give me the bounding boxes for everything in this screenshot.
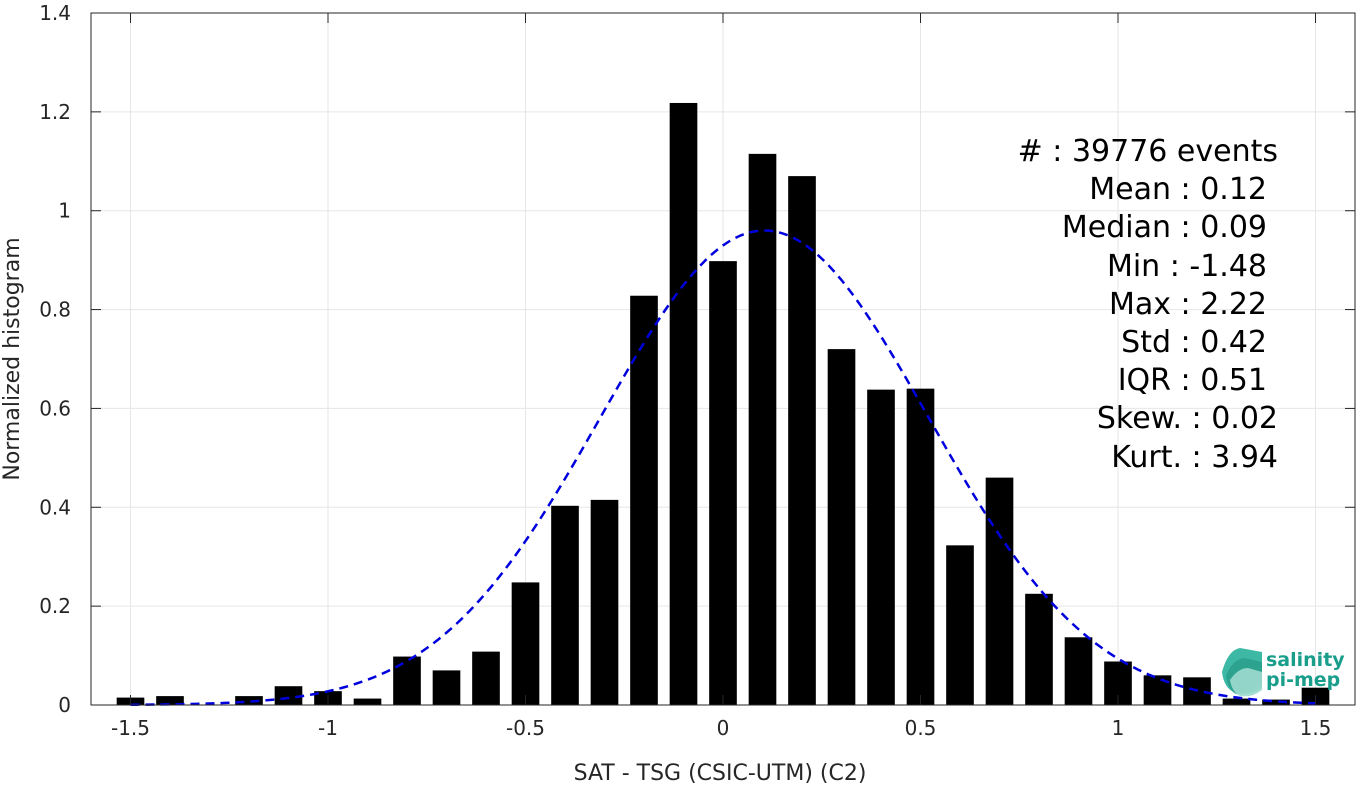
histogram-bar xyxy=(393,656,421,705)
y-axis-label: Normalized histogram xyxy=(0,237,25,480)
normal-fit-curve xyxy=(130,229,1316,706)
y-tick-label: 1 xyxy=(58,199,71,223)
x-tick-label: 0.5 xyxy=(905,716,937,740)
x-tick-label: -0.5 xyxy=(506,716,545,740)
y-tick-label: 0.2 xyxy=(39,594,71,618)
stats-max: Max : 2.22 xyxy=(1109,287,1267,322)
histogram-bar xyxy=(669,102,698,705)
stats-count: # : 39776 events xyxy=(1018,134,1278,169)
histogram-bar xyxy=(511,582,540,705)
logo-text-line1: salinity xyxy=(1266,649,1345,671)
histogram-bar xyxy=(156,696,184,705)
histogram-bar xyxy=(590,499,619,705)
histogram-bar xyxy=(353,698,382,705)
x-tick-label: -1 xyxy=(318,716,338,740)
salinity-pi-mep-logo: salinity pi-mep xyxy=(1222,648,1345,697)
x-tick-label: 0 xyxy=(717,716,730,740)
stats-min: Min : -1.48 xyxy=(1107,249,1267,284)
histogram-bar xyxy=(906,388,935,705)
y-tick-label: 0.4 xyxy=(39,495,71,519)
y-tick-label: 1.4 xyxy=(39,1,71,25)
histogram-bar xyxy=(432,670,461,705)
stats-median: Median : 0.09 xyxy=(1062,210,1267,245)
histogram-bar xyxy=(1222,698,1251,705)
histogram-bar xyxy=(867,389,895,705)
stats-std: Std : 0.42 xyxy=(1121,325,1267,360)
x-tick-label: 1 xyxy=(1112,716,1125,740)
y-tick-label: 0.8 xyxy=(39,298,71,322)
histogram-bar xyxy=(1262,699,1290,705)
wave-logo-icon xyxy=(1222,648,1262,697)
histogram-bar xyxy=(985,477,1014,705)
histogram-bar xyxy=(1025,593,1053,705)
histogram-bar xyxy=(1064,637,1093,705)
stats-kurt: Kurt. : 3.94 xyxy=(1111,440,1278,475)
stats-mean: Mean : 0.12 xyxy=(1089,172,1267,207)
histogram-bar xyxy=(630,295,658,705)
x-tick-label: -1.5 xyxy=(111,716,150,740)
statistics-box: # : 39776 events Mean : 0.12 Median : 0.… xyxy=(1018,134,1278,475)
y-tick-label: 0.6 xyxy=(39,396,71,420)
histogram-bar xyxy=(235,696,263,705)
y-tick-label: 1.2 xyxy=(39,100,71,124)
histogram-bar xyxy=(709,261,737,705)
histogram-bars xyxy=(116,102,1330,706)
x-tick-label: 1.5 xyxy=(1300,716,1332,740)
x-axis-label: SAT - TSG (CSIC-UTM) (C2) xyxy=(574,761,867,785)
y-tick-label: 0 xyxy=(58,693,71,717)
histogram-bar xyxy=(946,545,974,705)
histogram-bar xyxy=(274,686,303,705)
logo-text-line2: pi-mep xyxy=(1266,669,1340,691)
histogram-bar xyxy=(472,651,500,705)
axis-ticks: -1.5 -1 -0.5 0 0.5 1 1.5 0 0.2 0.4 0.6 0.8 1 1.2 1.4 xyxy=(39,1,1355,740)
histogram-bar xyxy=(1143,675,1172,705)
stats-iqr: IQR : 0.51 xyxy=(1118,363,1267,398)
histogram-bar xyxy=(788,176,816,706)
histogram-bar xyxy=(748,153,777,705)
stats-skew: Skew. : 0.02 xyxy=(1097,401,1278,436)
histogram-bar xyxy=(551,505,579,705)
histogram-bar xyxy=(827,349,856,705)
